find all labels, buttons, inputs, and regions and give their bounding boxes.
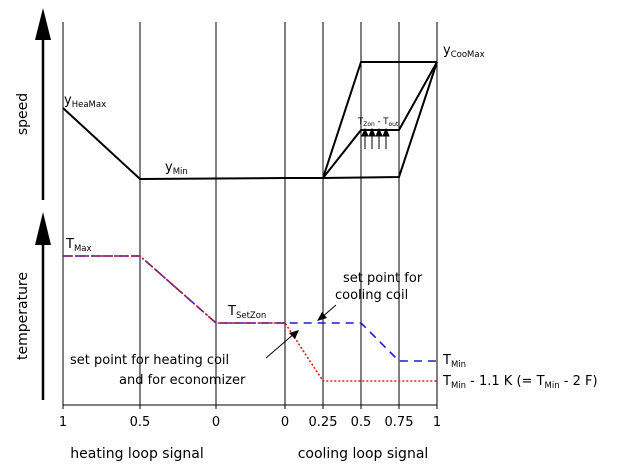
heating-loop-signal-label: heating loop signal <box>70 446 203 462</box>
speed-axis-arrow <box>35 8 51 200</box>
t-zon-minus-t-out-label: TZon - Tout <box>357 117 399 128</box>
cooling-loop-signal-label: cooling loop signal <box>298 446 429 462</box>
cooling-tick-label: 0 <box>281 415 289 430</box>
heating-setpoint-annotation-line1: set point for heating coil <box>70 353 229 368</box>
temperature-axis-arrow <box>35 212 51 400</box>
speed-heating-curve <box>62 107 323 181</box>
cooling-tick-label: 0.75 <box>385 415 414 430</box>
cooling-setpoint-annotation-line1: set point for <box>343 271 423 286</box>
combined-setpoint-line <box>63 255 285 324</box>
y-min-label: yMin <box>165 160 188 177</box>
speed-cooling-middle-curve <box>322 61 438 179</box>
cooling-tick-label: 0.5 <box>351 415 372 430</box>
heating-tick-label: 0.5 <box>130 415 151 430</box>
y-hea-max-label: yHeaMax <box>64 93 106 110</box>
temperature-axis-label: temperature <box>15 272 31 360</box>
cooling-tick-labels: 0 0.25 0.5 0.75 1 <box>281 415 441 430</box>
speed-axis-label: speed <box>15 93 31 135</box>
t-min-offset-label: TMin - 1.1 K (= TMin - 2 F) <box>442 374 598 391</box>
x-axis <box>62 401 438 409</box>
y-coo-max-label: yCooMax <box>443 43 485 60</box>
vertical-grid-lines <box>62 22 438 405</box>
cooling-setpoint-annotation-line2: cooling coil <box>335 288 408 303</box>
heating-tick-labels: 1 0.5 0 <box>59 415 220 430</box>
t-max-label: TMax <box>65 237 92 254</box>
cooling-setpoint-line <box>63 255 437 362</box>
cooling-tick-label: 1 <box>433 415 441 430</box>
speed-cooling-lower-curve <box>322 61 438 179</box>
speed-cooling-upper-curve <box>322 61 437 179</box>
heating-setpoint-pointer-arrow <box>265 330 299 359</box>
temperature-setpoint-curves <box>63 255 437 382</box>
heating-setpoint-annotation-line2: and for economizer <box>119 373 246 388</box>
heating-tick-label: 1 <box>59 415 67 430</box>
t-min-label: TMin <box>442 353 466 370</box>
t-set-zon-label: TSetZon <box>227 304 266 321</box>
cooling-setpoint-pointer-arrow <box>317 304 337 321</box>
zone-outdoor-difference-arrows <box>361 127 390 149</box>
heating-tick-label: 0 <box>212 415 220 430</box>
cooling-tick-label: 0.25 <box>309 415 338 430</box>
fan-speed-curves <box>62 61 438 181</box>
